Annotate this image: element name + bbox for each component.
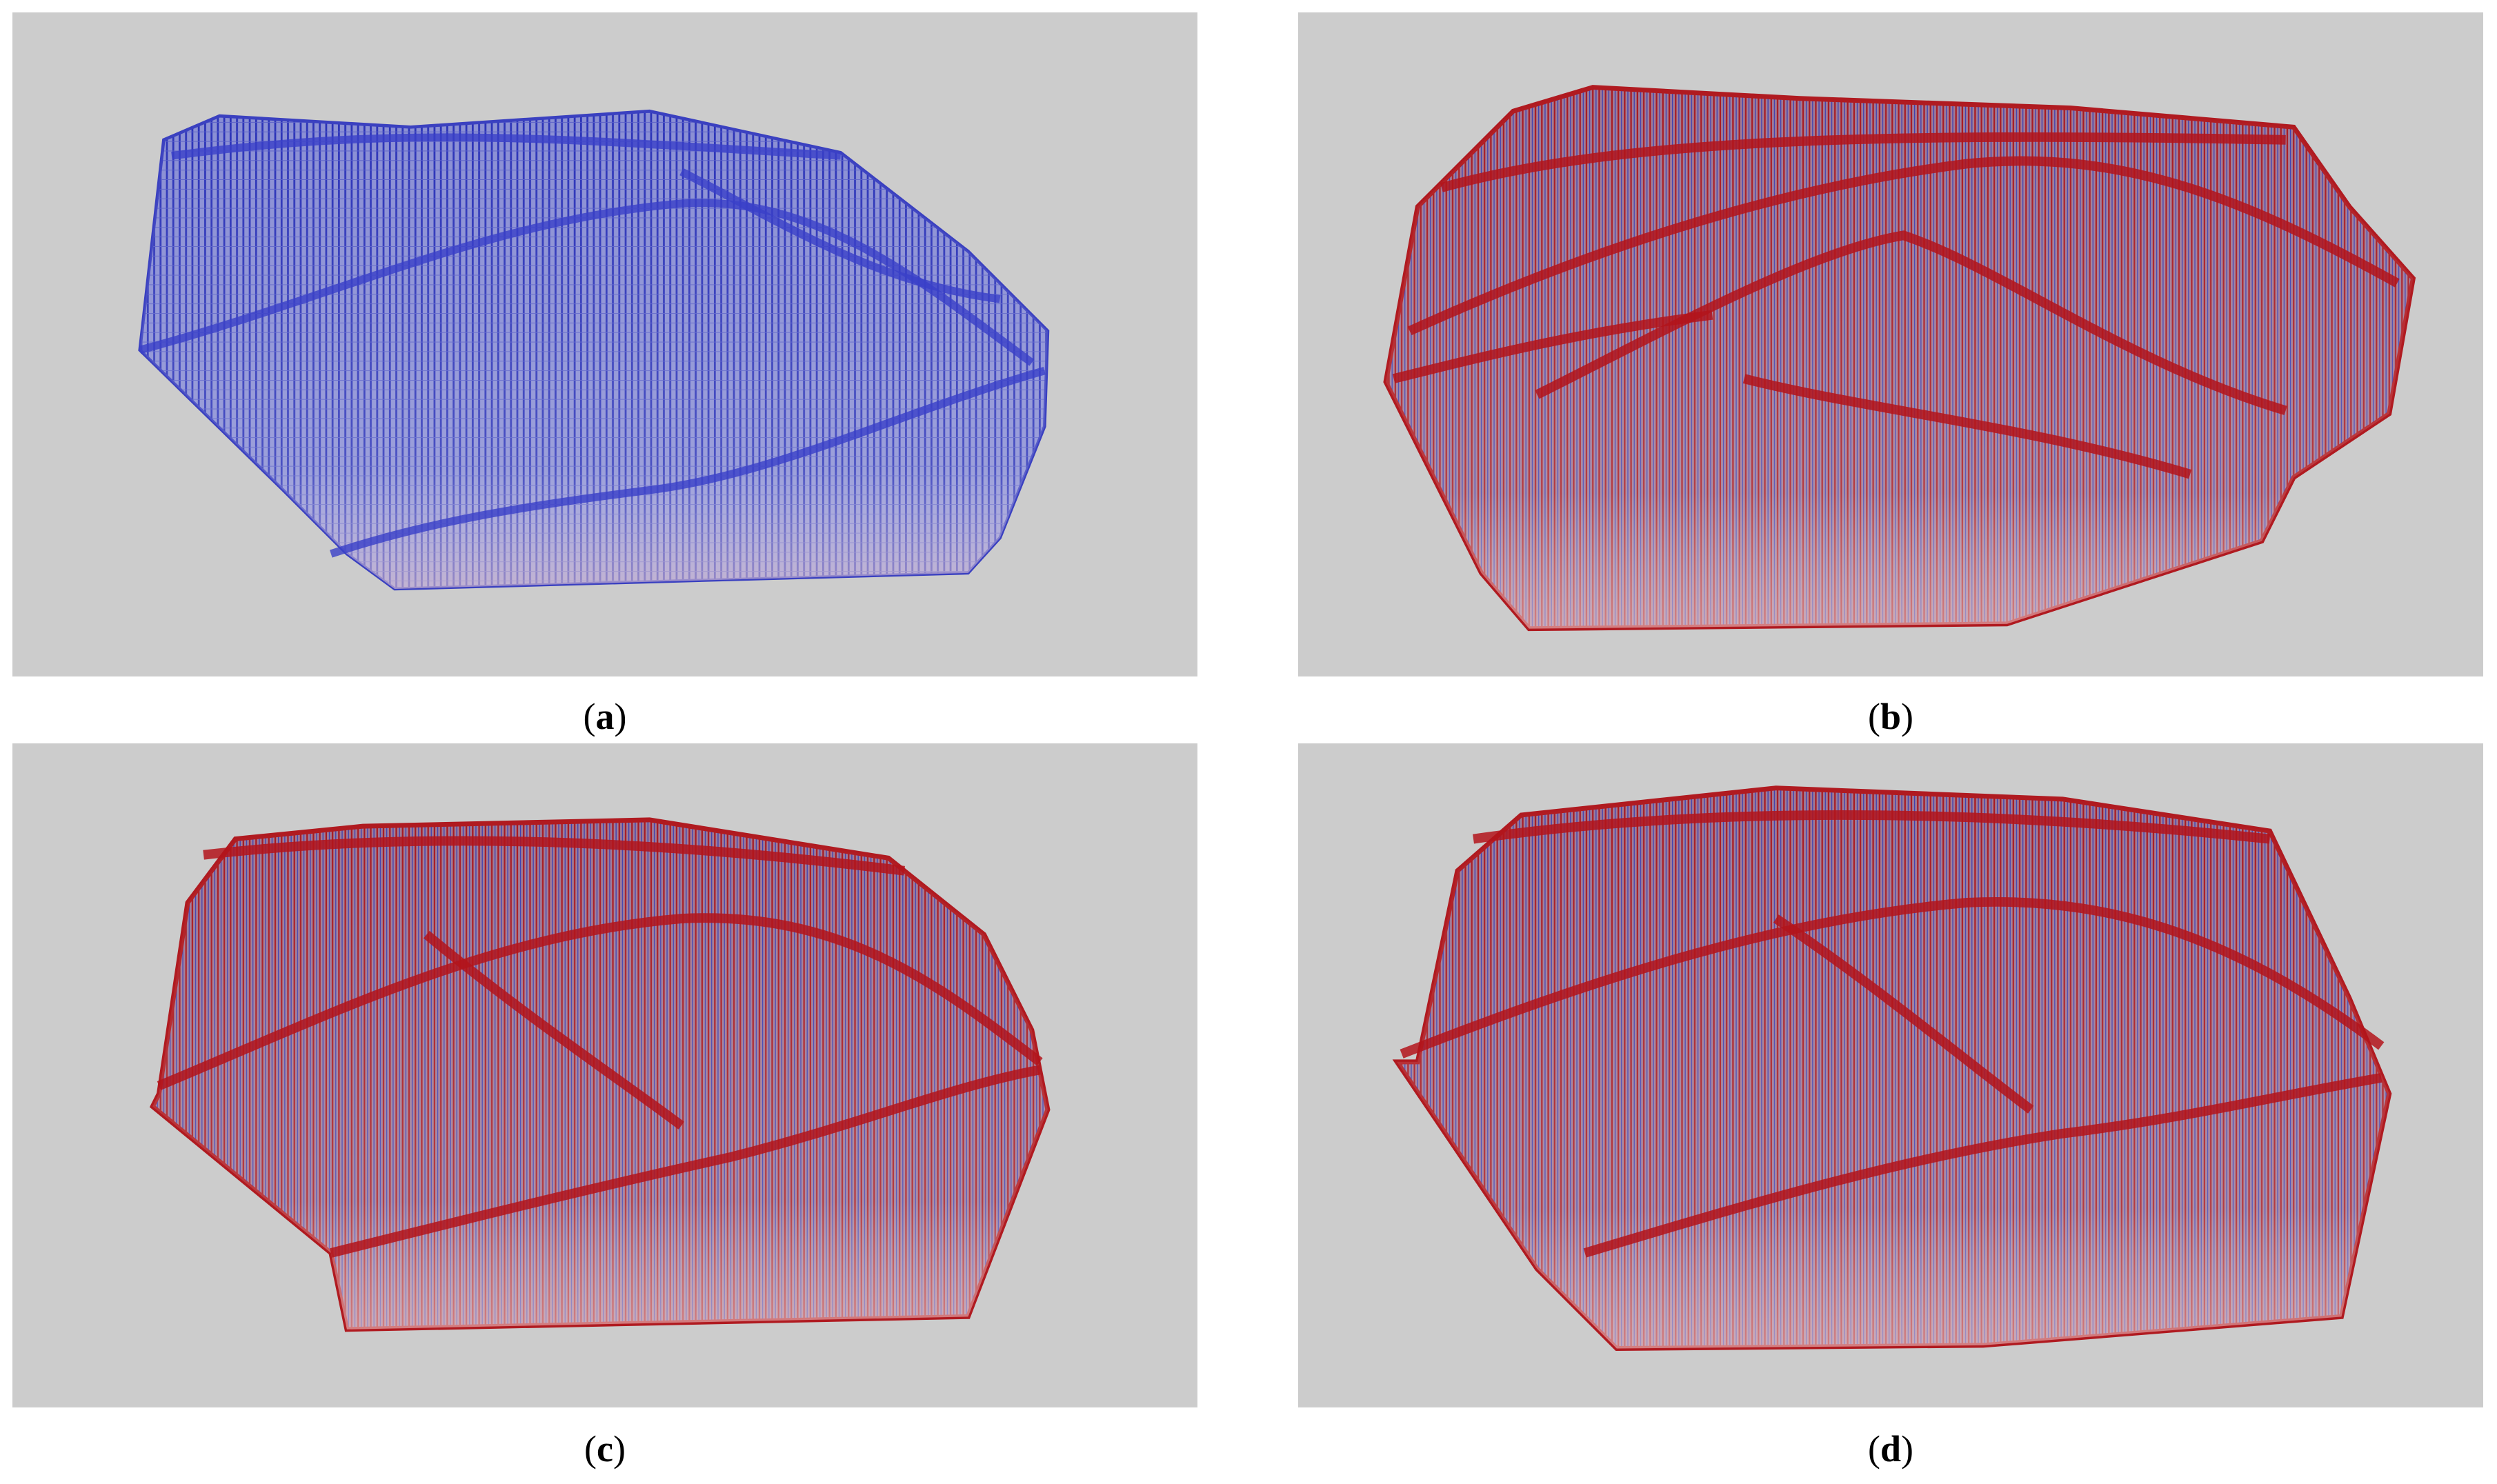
caption-letter: c	[597, 1428, 613, 1470]
panel-b	[1298, 12, 2483, 676]
mesh-render	[149, 817, 1051, 1332]
caption-open: (	[1867, 1428, 1880, 1470]
mesh-render	[138, 109, 1050, 591]
mesh-render	[1383, 85, 2416, 632]
caption-open: (	[1867, 696, 1880, 737]
caption: (b)	[1298, 698, 2483, 735]
panel-d	[1298, 743, 2483, 1407]
caption-close: )	[1901, 1428, 1913, 1470]
mesh-render	[1392, 785, 2392, 1351]
caption-open: (	[583, 696, 596, 737]
panel-c	[12, 743, 1197, 1407]
caption-open: (	[584, 1428, 597, 1470]
panel-a	[12, 12, 1197, 676]
caption-close: )	[613, 1428, 626, 1470]
caption-close: )	[1901, 696, 1913, 737]
caption-letter: d	[1880, 1428, 1902, 1470]
caption: (c)	[12, 1430, 1197, 1467]
caption-close: )	[614, 696, 627, 737]
caption-letter: b	[1880, 696, 1902, 737]
caption-letter: a	[595, 696, 615, 737]
caption: (d)	[1298, 1430, 2483, 1467]
caption: (a)	[12, 698, 1197, 735]
